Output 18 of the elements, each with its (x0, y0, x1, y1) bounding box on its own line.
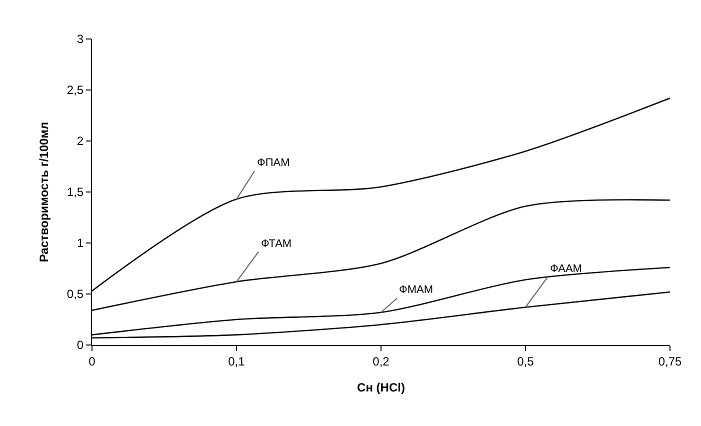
text: ФААМ (550, 263, 582, 275)
y-tick-label: 2,5 (66, 83, 84, 98)
x-tick-label: 0,1 (228, 354, 246, 368)
y-tick-label: 0,5 (66, 287, 84, 302)
y-axis-title: Растворимость г/100мл (37, 122, 52, 262)
y-tick-label: 2 (76, 134, 84, 148)
x-tick-label: 0 (88, 354, 96, 368)
series-label: ФМАМ (399, 284, 434, 296)
x-tick-label: 0,75 (658, 354, 682, 368)
text: ФТАМ (261, 238, 292, 250)
x-axis-title: Сн (HCl) (357, 380, 405, 394)
text: ФПАМ (257, 157, 290, 169)
y-tick-label: 1,5 (66, 185, 84, 200)
y-tick-label: 3 (76, 32, 84, 46)
y-tick-label: 0 (76, 338, 84, 352)
x-tick-label: 0,2 (372, 354, 390, 368)
x-tick-label: 0,5 (517, 354, 534, 368)
y-tick-label: 1 (76, 236, 84, 250)
